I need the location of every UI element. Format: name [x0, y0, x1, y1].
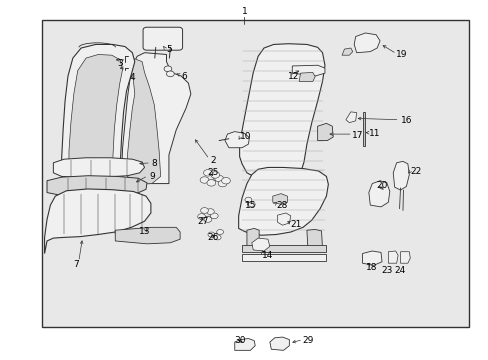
Polygon shape — [392, 161, 408, 190]
Polygon shape — [224, 132, 249, 148]
Polygon shape — [368, 181, 389, 207]
Polygon shape — [242, 253, 326, 261]
Circle shape — [218, 180, 226, 187]
Text: 1: 1 — [241, 7, 247, 16]
Text: 22: 22 — [409, 167, 421, 176]
Circle shape — [166, 71, 174, 77]
Circle shape — [203, 170, 212, 176]
Polygon shape — [251, 238, 269, 251]
Circle shape — [221, 177, 230, 184]
Circle shape — [203, 217, 211, 222]
Circle shape — [207, 232, 214, 237]
Text: 20: 20 — [375, 181, 386, 190]
Polygon shape — [400, 252, 409, 263]
Polygon shape — [239, 44, 325, 178]
Text: 9: 9 — [149, 172, 155, 181]
Text: 10: 10 — [239, 132, 251, 141]
Text: 23: 23 — [380, 266, 391, 275]
Circle shape — [214, 175, 223, 182]
FancyBboxPatch shape — [143, 27, 182, 50]
Polygon shape — [387, 251, 397, 263]
Polygon shape — [272, 194, 287, 204]
Text: 11: 11 — [368, 129, 380, 138]
Text: 25: 25 — [207, 168, 218, 177]
Text: 16: 16 — [400, 116, 411, 125]
Text: 8: 8 — [152, 159, 157, 168]
Polygon shape — [115, 227, 180, 244]
Polygon shape — [341, 48, 352, 55]
Polygon shape — [345, 112, 356, 123]
Text: 29: 29 — [302, 336, 313, 345]
Polygon shape — [238, 167, 328, 235]
Circle shape — [248, 202, 255, 207]
Text: 4: 4 — [129, 73, 135, 82]
Text: 3: 3 — [117, 59, 123, 68]
Text: 5: 5 — [166, 45, 172, 54]
Text: 26: 26 — [207, 233, 218, 242]
Text: 12: 12 — [288, 72, 299, 81]
Circle shape — [210, 213, 218, 219]
Circle shape — [216, 229, 223, 234]
Text: 7: 7 — [73, 260, 79, 269]
Circle shape — [206, 209, 214, 215]
Polygon shape — [299, 72, 315, 81]
Text: 30: 30 — [234, 336, 246, 345]
Circle shape — [200, 208, 208, 213]
Polygon shape — [362, 112, 365, 146]
Circle shape — [244, 197, 251, 202]
Text: 28: 28 — [276, 201, 287, 210]
Circle shape — [206, 180, 215, 186]
Polygon shape — [122, 53, 190, 184]
Polygon shape — [242, 245, 326, 252]
Circle shape — [210, 172, 219, 178]
Polygon shape — [306, 229, 322, 249]
Text: 27: 27 — [197, 217, 208, 226]
Text: 6: 6 — [181, 72, 186, 81]
Circle shape — [200, 177, 208, 183]
Circle shape — [197, 214, 205, 220]
Polygon shape — [69, 54, 122, 183]
Text: 24: 24 — [394, 266, 405, 275]
Polygon shape — [353, 33, 379, 53]
FancyBboxPatch shape — [42, 21, 468, 327]
Polygon shape — [47, 176, 147, 197]
Polygon shape — [53, 158, 144, 177]
Polygon shape — [317, 123, 332, 140]
Polygon shape — [61, 44, 135, 188]
Polygon shape — [44, 189, 151, 253]
Text: 17: 17 — [351, 131, 363, 140]
Circle shape — [214, 235, 221, 240]
Text: 19: 19 — [395, 50, 407, 59]
Polygon shape — [292, 65, 325, 76]
Polygon shape — [277, 213, 290, 225]
Circle shape — [163, 66, 171, 72]
Polygon shape — [246, 228, 259, 250]
Text: 18: 18 — [366, 264, 377, 273]
Text: 14: 14 — [261, 251, 272, 260]
Polygon shape — [362, 251, 381, 265]
Text: 21: 21 — [290, 220, 302, 229]
Polygon shape — [234, 338, 255, 350]
Polygon shape — [125, 59, 160, 184]
Polygon shape — [269, 337, 289, 350]
Text: 15: 15 — [244, 201, 256, 210]
Text: 13: 13 — [139, 228, 150, 237]
Text: 2: 2 — [210, 156, 216, 165]
